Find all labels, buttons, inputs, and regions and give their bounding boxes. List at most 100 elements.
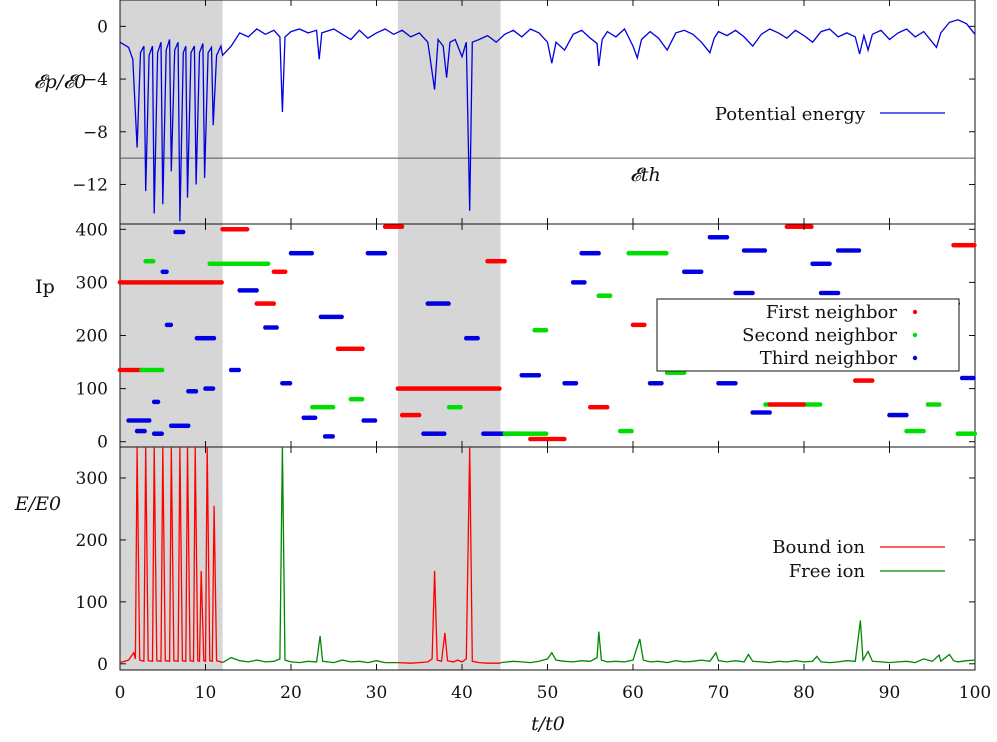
neighbor-scatter: [117, 224, 978, 442]
threshold-label: 𝓔th: [630, 164, 661, 186]
energy-series-line: [119, 446, 223, 664]
shaded-regions: [120, 0, 501, 670]
neighbor-point: [271, 301, 277, 306]
neighbor-point: [193, 389, 199, 394]
neighbor-point: [339, 314, 344, 320]
middle-y-axis-label: Ip: [35, 276, 55, 298]
neighbor-point: [629, 428, 634, 434]
neighbor-point: [146, 418, 152, 423]
neighbor-point: [309, 250, 315, 256]
neighbor-point: [330, 404, 336, 410]
energy-series-line: [222, 446, 398, 664]
neighbor-point: [180, 229, 186, 235]
y-tick-label: 0: [97, 433, 108, 453]
potential-energy-line: [119, 19, 976, 222]
neighbor-point: [642, 322, 647, 328]
legend-second-neighbor-label: Second neighbor: [742, 325, 897, 346]
x-tick-label: 20: [280, 683, 302, 703]
neighbor-point: [681, 370, 687, 376]
neighbor-point: [659, 381, 664, 386]
neighbor-point: [698, 269, 704, 275]
neighbor-point: [767, 410, 772, 415]
legend-potential-energy-label: Potential energy: [715, 104, 866, 125]
middle-y-ticks: 0 100 200 300 400: [76, 220, 975, 453]
x-tick-label: 50: [537, 683, 559, 703]
neighbor-point: [921, 428, 926, 434]
x-tick-label: 100: [959, 683, 991, 703]
y-tick-label: 200: [76, 327, 108, 347]
middle-legend-box: [656, 298, 960, 372]
neighbor-point: [543, 327, 549, 333]
neighbor-point: [372, 418, 378, 423]
neighbor-point: [287, 381, 293, 386]
x-tick-label: 40: [451, 683, 473, 703]
neighbor-point: [210, 386, 216, 391]
neighbor-point: [762, 248, 768, 253]
top-panel: 0 −4 −8 −12 𝓔th Potential energy 𝓔p/𝓔0: [34, 0, 976, 225]
neighbor-point: [604, 404, 610, 410]
x-tick-label: 30: [366, 683, 388, 703]
neighbor-point: [856, 248, 862, 253]
y-tick-label: −8: [83, 123, 108, 143]
neighbor-point: [360, 346, 365, 352]
neighbor-point: [971, 375, 976, 381]
neighbor-point: [244, 227, 250, 232]
x-tick-label: 0: [115, 683, 126, 703]
energy-series-line: [500, 620, 976, 664]
neighbor-point: [359, 396, 365, 402]
legend-bound-ion-label: Bound ion: [772, 537, 865, 558]
y-tick-label: 0: [97, 655, 108, 675]
legend-first-neighbor-label: First neighbor: [766, 302, 898, 323]
energy-series-line: [397, 446, 501, 664]
neighbor-point: [150, 258, 156, 264]
neighbor-point: [972, 242, 977, 248]
neighbor-point: [972, 431, 978, 437]
neighbor-point: [607, 293, 613, 299]
y-tick-label: 0: [97, 17, 108, 37]
neighbor-point: [582, 280, 587, 285]
bottom-panel-frame: [119, 446, 976, 671]
x-tick-label: 70: [708, 683, 730, 703]
neighbor-point: [809, 224, 814, 229]
neighbor-point: [817, 402, 823, 407]
y-tick-label: 200: [76, 531, 108, 551]
neighbor-point: [596, 250, 601, 256]
neighbor-point: [475, 335, 480, 341]
y-tick-label: −12: [72, 175, 108, 195]
neighbor-point: [399, 224, 405, 229]
neighbor-point: [265, 261, 271, 267]
neighbor-point: [536, 373, 542, 378]
y-tick-label: 300: [76, 273, 108, 293]
neighbor-point: [724, 235, 730, 240]
legend-second-neighbor-marker: [912, 332, 918, 338]
neighbor-point: [142, 428, 147, 434]
neighbor-point: [254, 288, 259, 293]
shaded-region-2: [397, 0, 501, 670]
neighbor-point: [159, 431, 164, 437]
x-tick-label: 90: [879, 683, 901, 703]
neighbor-point: [168, 322, 174, 328]
neighbor-point: [543, 431, 549, 437]
y-tick-label: 100: [76, 380, 108, 400]
x-tick-label: 80: [793, 683, 815, 703]
neighbor-point: [219, 280, 224, 285]
legend-free-ion-label: Free ion: [789, 561, 866, 582]
x-axis-label: t/t0: [531, 713, 565, 735]
top-y-ticks: 0 −4 −8 −12: [72, 17, 975, 195]
legend-first-neighbor-marker: [912, 309, 918, 315]
neighbor-point: [573, 381, 579, 386]
neighbor-point: [835, 290, 841, 296]
middle-panel: 0 100 200 300 400 First neighbor Second neig…: [35, 220, 978, 453]
x-tick-label: 60: [622, 683, 644, 703]
x-ticks: 0 10 20 30 40 50 60 70 80 90 100: [115, 0, 991, 703]
neighbor-point: [733, 381, 738, 386]
neighbor-point: [458, 404, 463, 410]
neighbor-point: [330, 434, 336, 439]
neighbor-point: [869, 378, 875, 383]
neighbor-point: [801, 402, 806, 407]
neighbor-point: [312, 415, 318, 421]
neighbor-point: [441, 431, 447, 437]
neighbor-point: [827, 261, 832, 267]
neighbor-point: [750, 290, 755, 296]
